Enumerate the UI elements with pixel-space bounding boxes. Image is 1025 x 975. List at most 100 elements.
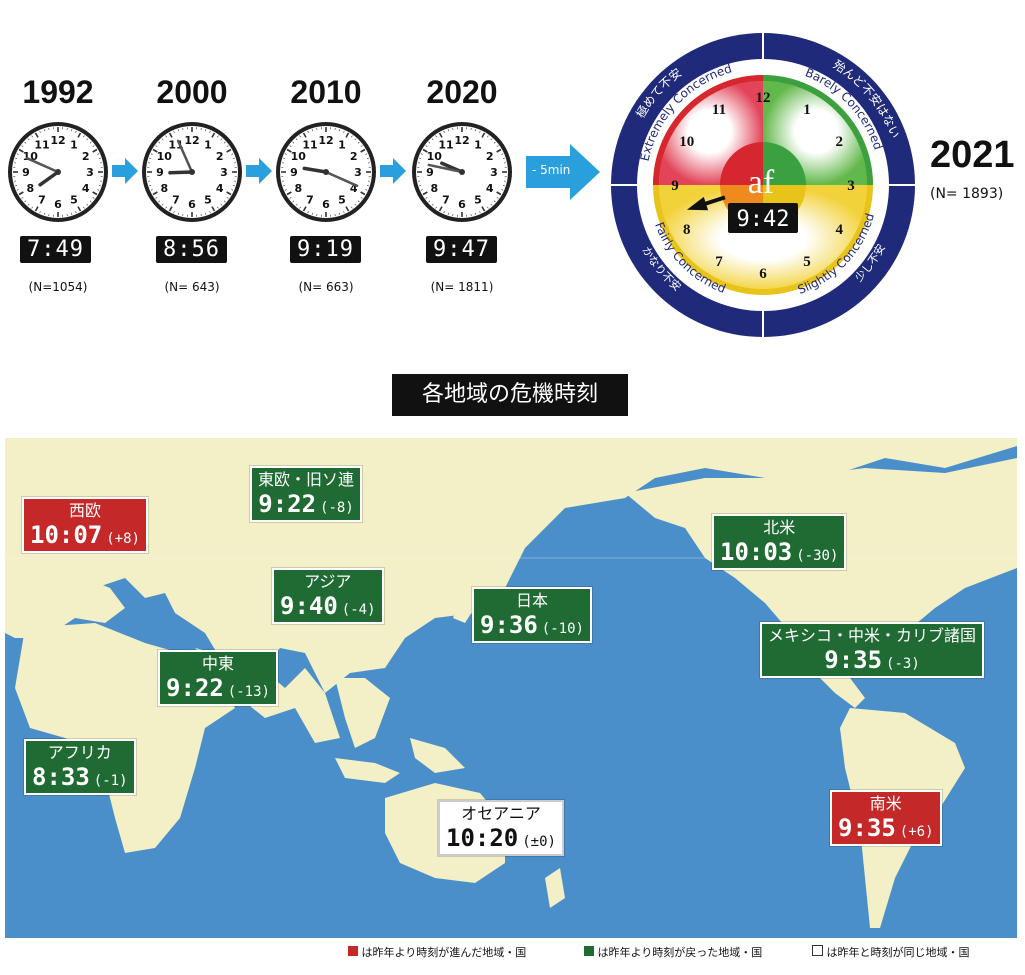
- clock-numeral: 6: [188, 198, 196, 211]
- clock-tick: [152, 148, 158, 153]
- clock-numeral: 5: [70, 194, 78, 207]
- clock-tick: [24, 141, 27, 144]
- clock-tick: [302, 132, 307, 138]
- clock-numeral: 11: [438, 138, 453, 151]
- clock-tick: [360, 191, 366, 196]
- clock-tick: [438, 206, 443, 212]
- legend-same: は昨年と時刻が同じ地域・国: [812, 944, 970, 960]
- region-box: オセアニア 10:20 (±0): [438, 800, 564, 856]
- hour-hand: [38, 170, 60, 187]
- clock-tick: [443, 211, 445, 214]
- clock-tick: [345, 132, 350, 138]
- clock-tick: [496, 145, 499, 147]
- year-2010: 2010: [290, 74, 362, 110]
- clock-tick: [92, 191, 98, 196]
- clock-tick: [83, 206, 85, 209]
- clock-tick: [231, 153, 234, 155]
- clock-tick: [493, 141, 496, 144]
- clock-tick: [155, 197, 158, 199]
- clock-tick: [152, 191, 158, 196]
- clock-tick: [223, 141, 226, 144]
- clock-numeral: 11: [34, 138, 49, 151]
- region-box: 北米 10:03 (-30): [712, 514, 847, 570]
- clock-tick: [343, 130, 345, 133]
- clock-numeral: 3: [490, 166, 498, 179]
- clock-tick: [226, 197, 229, 199]
- clock-numeral: 12: [454, 134, 469, 147]
- clock-tick: [283, 185, 286, 187]
- arrow-right-icon: [246, 158, 272, 184]
- clock-numeral: 6: [458, 198, 466, 211]
- clock-tick: [487, 206, 489, 209]
- clock-tick: [360, 197, 363, 199]
- clock-tick: [286, 148, 292, 153]
- clock-tick: [475, 129, 477, 132]
- clock-tick: [209, 211, 211, 214]
- clock-tick: [168, 132, 173, 138]
- clock-tick: [447, 129, 449, 132]
- year-1992: 1992: [22, 74, 94, 110]
- sample-size-2021: (N= 1893): [930, 186, 1004, 202]
- region-box: 日本 9:36 (-10): [472, 587, 592, 643]
- clock-numeral: 3: [354, 166, 362, 179]
- clock-tick: [92, 197, 95, 199]
- region-time: 8:33: [32, 763, 90, 791]
- clock-tick: [211, 206, 216, 212]
- clock-tick: [226, 145, 229, 147]
- clock-tick: [173, 211, 175, 214]
- digital-time-1992: 7:49: [20, 236, 91, 263]
- legend-same-label: は昨年と時刻が同じ地域・国: [826, 946, 970, 959]
- clock-tick: [158, 200, 161, 203]
- clock-tick: [431, 203, 434, 206]
- clock-tick: [89, 141, 92, 144]
- clock-tick: [496, 191, 502, 196]
- clock-tick: [98, 185, 101, 187]
- clock-tick: [86, 203, 89, 206]
- clock-numeral: 9: [426, 166, 434, 179]
- clock-tick: [420, 189, 423, 191]
- clock-tick: [501, 189, 504, 191]
- clock-numeral: 11: [302, 138, 317, 151]
- clock-tick: [220, 138, 223, 141]
- clock-tick: [354, 138, 357, 141]
- clock-numeral: 8: [430, 182, 438, 195]
- clock-tick: [77, 206, 82, 212]
- minute-hand: [25, 156, 60, 174]
- clock-tick: [34, 132, 39, 138]
- clock-numeral: 9: [156, 166, 164, 179]
- clock-tick: [425, 145, 428, 147]
- clock-numeral: 1: [70, 138, 78, 151]
- clock-tick: [223, 200, 226, 203]
- clock-tick: [295, 138, 298, 141]
- clock-tick: [357, 141, 360, 144]
- clock-numeral: 8: [294, 182, 302, 195]
- clock-tick: [283, 157, 286, 159]
- year-2020: 2020: [426, 74, 498, 110]
- clock-tick: [431, 138, 434, 141]
- region-box: 西欧 10:07 (+8): [22, 497, 148, 553]
- clock-numeral: 4: [216, 182, 224, 195]
- clock-tick: [292, 141, 295, 144]
- clock-tick: [479, 211, 481, 214]
- clock-tick: [165, 135, 167, 138]
- minute-hand: [427, 163, 464, 174]
- clock-numeral: 7: [442, 194, 450, 207]
- region-name: アフリカ: [47, 743, 112, 762]
- clock-tick: [21, 145, 24, 147]
- clock-numeral: 9: [22, 166, 30, 179]
- clock-numeral: 2: [350, 150, 358, 163]
- clock-numeral: 6: [322, 198, 330, 211]
- region-time: 9:36: [480, 611, 538, 639]
- region-name: アジア: [304, 572, 352, 591]
- clock-tick: [502, 157, 505, 159]
- clock-numeral: 10: [23, 150, 39, 163]
- clock-tick: [487, 135, 489, 138]
- main-clock-numeral: 2: [835, 134, 843, 150]
- clock-tick: [351, 135, 353, 138]
- clock-numeral: 5: [474, 194, 482, 207]
- clock-tick: [92, 145, 95, 147]
- region-name: 日本: [515, 591, 548, 610]
- clock-numeral: 12: [184, 134, 199, 147]
